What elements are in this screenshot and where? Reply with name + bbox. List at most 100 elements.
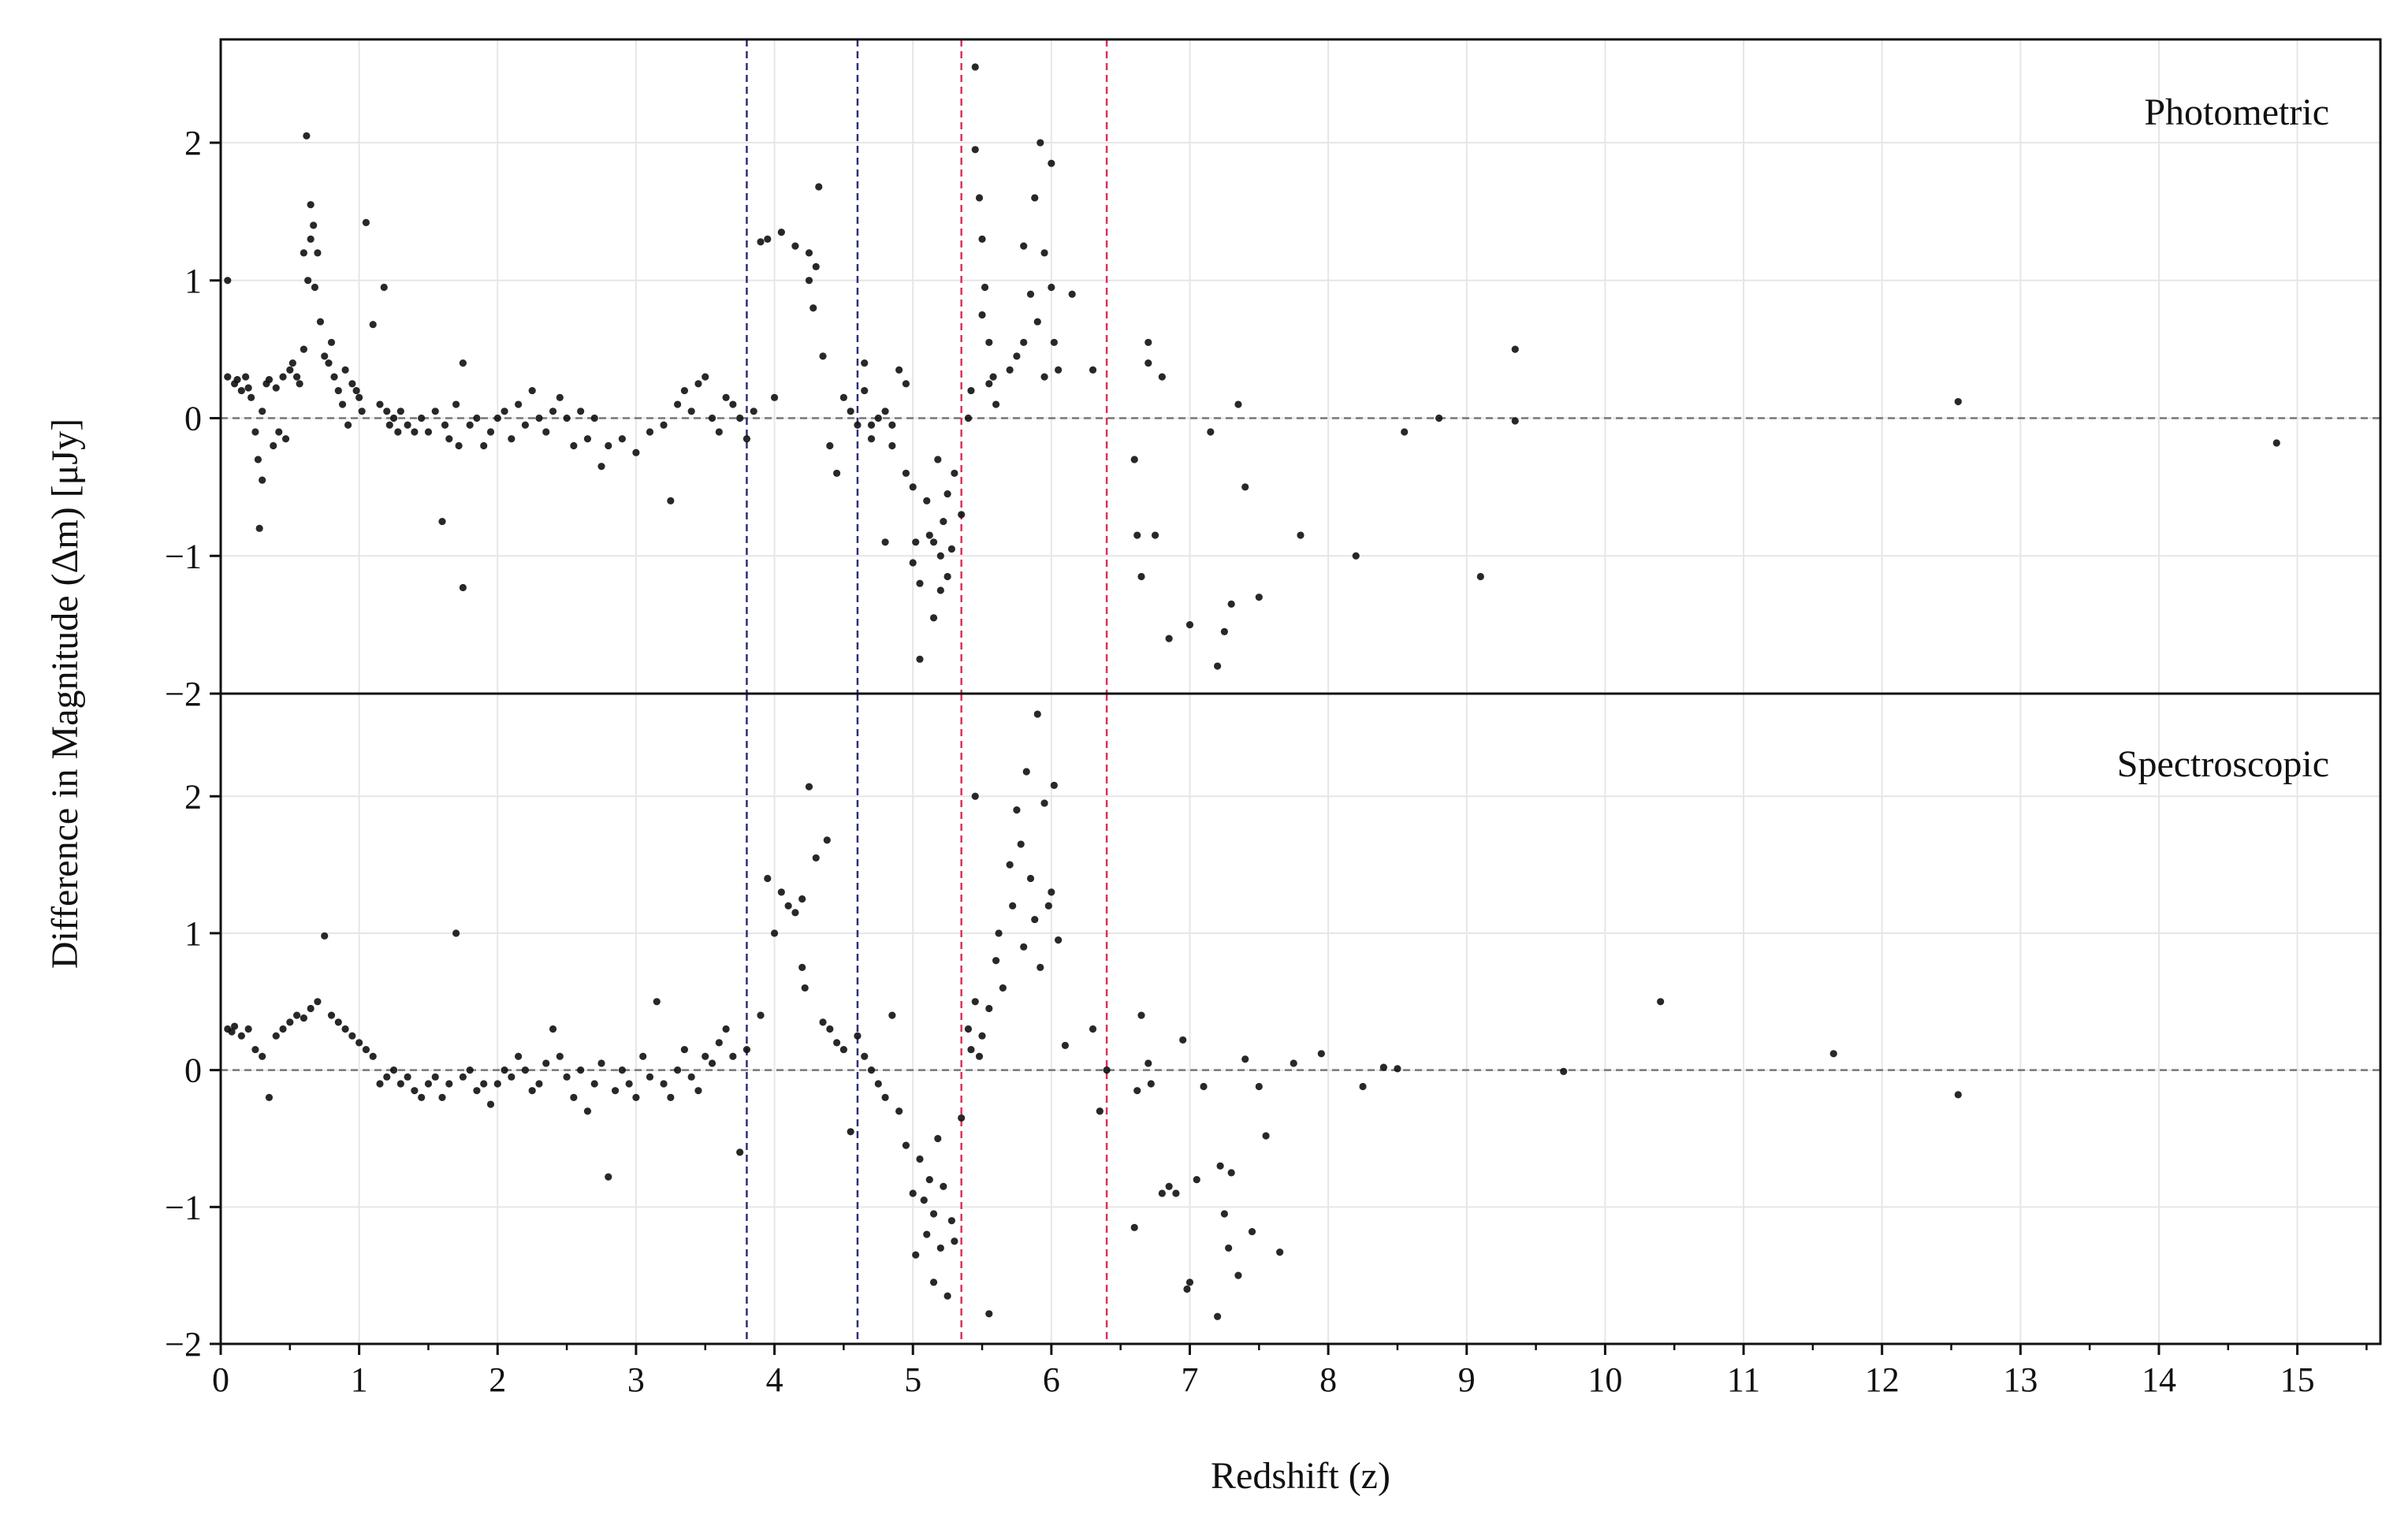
data-point <box>1657 998 1665 1006</box>
data-point <box>895 366 903 374</box>
data-point <box>680 1045 688 1054</box>
data-point <box>895 1107 903 1115</box>
data-point <box>1214 662 1222 670</box>
data-point <box>1006 366 1014 374</box>
data-point <box>923 1230 931 1238</box>
data-point <box>847 408 854 415</box>
data-point <box>1133 531 1141 539</box>
data-point <box>694 1087 702 1095</box>
data-point <box>466 421 474 429</box>
y-tick-label: 2 <box>184 124 202 162</box>
data-point <box>380 283 388 292</box>
data-point <box>445 435 453 443</box>
data-point <box>888 441 896 450</box>
y-tick-label: −1 <box>165 1188 202 1226</box>
data-point <box>805 277 813 285</box>
data-point <box>515 400 523 408</box>
data-point <box>1352 552 1360 560</box>
data-point <box>1359 1082 1367 1091</box>
photometric-panel-label: Photometric <box>2144 91 2329 133</box>
data-point <box>936 1244 944 1252</box>
data-point <box>992 400 1000 408</box>
data-point <box>279 1025 287 1033</box>
data-point <box>1020 242 1028 250</box>
x-tick-label: 11 <box>1727 1360 1760 1399</box>
data-point <box>940 1182 947 1190</box>
data-point <box>1055 936 1063 944</box>
data-point <box>951 469 958 478</box>
data-point <box>521 421 530 429</box>
data-point <box>394 428 402 436</box>
data-point <box>1061 1041 1070 1049</box>
data-point <box>958 511 966 519</box>
data-point <box>902 1141 910 1149</box>
data-point <box>971 792 979 800</box>
data-point <box>833 469 841 478</box>
spectroscopic-reference-lines <box>221 694 2380 1344</box>
data-point <box>288 359 296 367</box>
data-point <box>441 421 449 429</box>
data-point <box>660 1080 668 1088</box>
data-point <box>1379 1063 1387 1071</box>
data-point <box>985 338 993 347</box>
data-point <box>674 400 682 408</box>
data-point <box>321 352 329 360</box>
data-point <box>1130 456 1138 463</box>
data-point <box>281 435 290 443</box>
data-point <box>459 1073 467 1081</box>
data-point <box>632 1093 640 1101</box>
data-point <box>224 373 232 381</box>
data-point <box>376 400 384 408</box>
spectroscopic-y-ticks: −2 −1 0 1 2 <box>165 777 221 1364</box>
data-point <box>1200 1082 1208 1091</box>
x-tick-label: 13 <box>2003 1360 2038 1399</box>
data-point <box>805 249 813 257</box>
data-point <box>1165 1182 1173 1190</box>
data-point <box>812 854 820 862</box>
data-point <box>992 957 1000 965</box>
data-point <box>549 408 557 415</box>
data-point <box>881 408 889 415</box>
data-point <box>325 359 333 367</box>
data-point <box>338 400 347 408</box>
data-point <box>424 1080 433 1088</box>
data-point <box>1096 1107 1104 1115</box>
data-point <box>341 1025 349 1033</box>
data-point <box>466 1066 474 1074</box>
data-point <box>293 1011 301 1019</box>
data-point <box>1234 400 1242 408</box>
data-point <box>929 1278 938 1286</box>
data-point <box>1227 600 1235 608</box>
data-point <box>1009 902 1017 910</box>
data-point <box>480 1080 488 1088</box>
data-point <box>764 235 772 243</box>
x-tick-label: 8 <box>1319 1360 1337 1399</box>
data-point <box>1033 710 1041 718</box>
data-point <box>925 531 933 539</box>
data-point <box>486 428 495 436</box>
data-point <box>936 586 944 594</box>
data-point <box>770 929 779 937</box>
data-point <box>358 408 366 415</box>
data-point <box>1185 1278 1194 1286</box>
data-point <box>1241 483 1249 491</box>
data-point <box>1216 1162 1224 1170</box>
data-point <box>383 1073 391 1081</box>
data-point <box>1103 1066 1111 1074</box>
data-point <box>947 545 955 553</box>
data-point <box>244 384 252 392</box>
y-axis-label: Difference in Magnitude (Δm) [μJy] <box>44 419 86 969</box>
data-point <box>1183 1285 1191 1293</box>
data-point <box>823 836 831 844</box>
data-point <box>1048 283 1055 292</box>
data-point <box>272 384 280 392</box>
data-point <box>1020 338 1028 347</box>
data-point <box>445 1080 453 1088</box>
data-point <box>348 1032 356 1040</box>
data-point <box>611 1087 620 1095</box>
x-tick-label: 1 <box>351 1360 368 1399</box>
data-point <box>362 218 370 226</box>
data-point <box>757 1011 765 1019</box>
data-point <box>247 393 255 401</box>
data-point <box>383 408 391 415</box>
